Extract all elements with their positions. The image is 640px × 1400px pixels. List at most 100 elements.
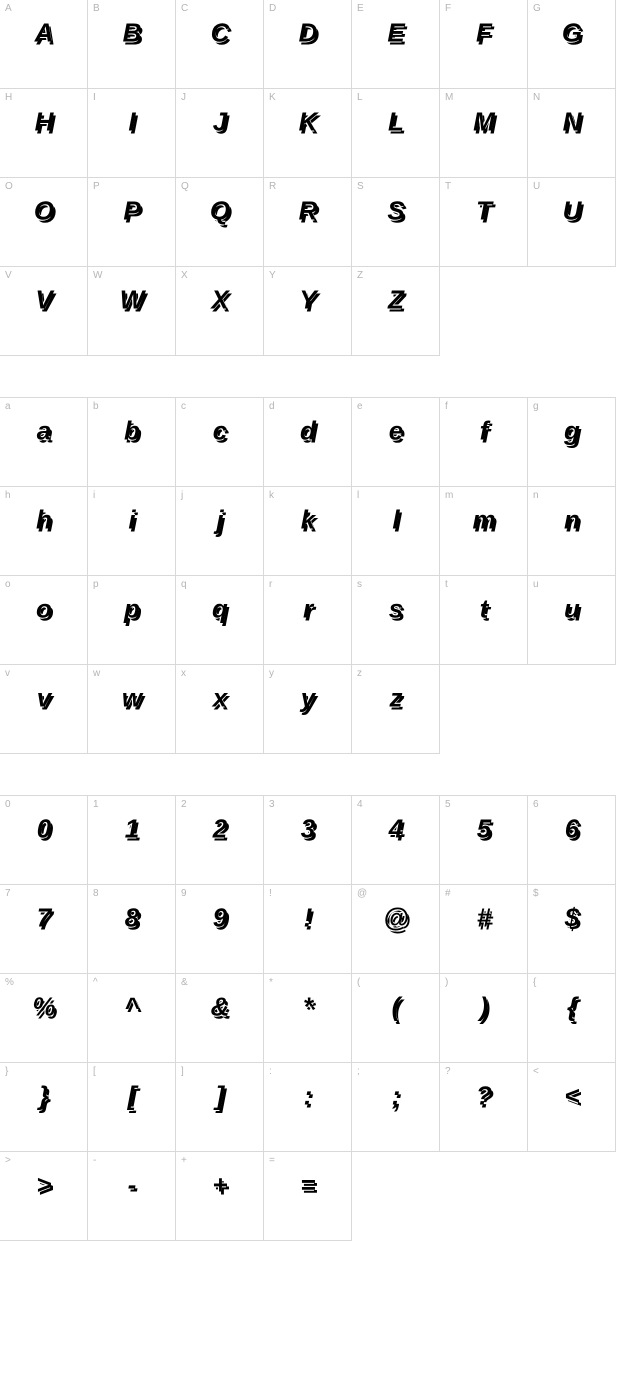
- cell-label: %: [5, 977, 14, 988]
- glyph-display: T: [476, 196, 491, 227]
- cell-label: U: [533, 181, 540, 192]
- glyph-display: l: [392, 505, 398, 536]
- glyph-cell: JJ: [175, 88, 264, 178]
- glyph-cell: XX: [175, 266, 264, 356]
- glyph-cell: II: [87, 88, 176, 178]
- glyph-cell: ??: [439, 1062, 528, 1152]
- glyph-cell: ##: [439, 884, 528, 974]
- glyph-cell: GG: [527, 0, 616, 89]
- glyph-cell: [[: [87, 1062, 176, 1152]
- cell-label: 6: [533, 799, 539, 810]
- glyph-display: A: [35, 18, 53, 49]
- cell-label: m: [445, 490, 453, 501]
- glyph-display: y: [301, 683, 314, 714]
- cell-label: G: [533, 3, 541, 14]
- glyph-cell: CC: [175, 0, 264, 89]
- glyph-cell: ++: [175, 1151, 264, 1241]
- glyph-cell: bb: [87, 397, 176, 487]
- cell-label: 4: [357, 799, 363, 810]
- glyph-display: j: [216, 505, 222, 536]
- glyph-display: 8: [125, 903, 138, 934]
- cell-label: =: [269, 1155, 275, 1166]
- glyph-cell: ((: [351, 973, 440, 1063]
- glyph-cell: %%: [0, 973, 88, 1063]
- glyph-display: H: [35, 107, 53, 138]
- glyph-cell: PP: [87, 177, 176, 267]
- cell-label: 3: [269, 799, 275, 810]
- glyph-cell: )): [439, 973, 528, 1063]
- cell-label: #: [445, 888, 451, 899]
- glyph-cell: vv: [0, 664, 88, 754]
- glyph-cell: 66: [527, 795, 616, 885]
- glyph-cell: NN: [527, 88, 616, 178]
- cell-label: e: [357, 401, 363, 412]
- glyph-cell: zz: [351, 664, 440, 754]
- glyph-display: m: [472, 505, 494, 536]
- glyph-cell: ff: [439, 397, 528, 487]
- glyph-cell: ww: [87, 664, 176, 754]
- glyph-display: ?: [476, 1081, 491, 1112]
- glyph-display: N: [563, 107, 581, 138]
- glyph-display: *: [303, 992, 312, 1023]
- glyph-display: W: [120, 285, 144, 316]
- glyph-cell: FF: [439, 0, 528, 89]
- cell-label: N: [533, 92, 540, 103]
- glyph-display: M: [473, 107, 494, 138]
- cell-label: Z: [357, 270, 363, 281]
- glyph-cell: YY: [263, 266, 352, 356]
- cell-label: S: [357, 181, 364, 192]
- cell-label: Q: [181, 181, 189, 192]
- glyph-cell: KK: [263, 88, 352, 178]
- glyph-display: $: [565, 903, 578, 934]
- glyph-display: b: [124, 416, 139, 447]
- glyph-display: }: [39, 1081, 48, 1112]
- glyph-cell: ^^: [87, 973, 176, 1063]
- glyph-display: F: [476, 18, 491, 49]
- glyph-cell: {{: [527, 973, 616, 1063]
- cell-label: i: [93, 490, 95, 501]
- glyph-cell: hh: [0, 486, 88, 576]
- cell-label: o: [5, 579, 11, 590]
- cell-label: }: [5, 1066, 8, 1077]
- glyph-display: !: [304, 903, 312, 934]
- glyph-cell: **: [263, 973, 352, 1063]
- glyph-display: &: [211, 992, 229, 1023]
- glyph-display: <: [564, 1081, 578, 1112]
- glyph-cell: 00: [0, 795, 88, 885]
- cell-label: v: [5, 668, 10, 679]
- glyph-display: J: [213, 107, 226, 138]
- glyph-cell: tt: [439, 575, 528, 665]
- cell-label: 5: [445, 799, 451, 810]
- glyph-display: Y: [299, 285, 315, 316]
- glyph-cell: xx: [175, 664, 264, 754]
- cell-label: ?: [445, 1066, 451, 1077]
- glyph-display: 2: [213, 814, 226, 845]
- cell-label: s: [357, 579, 362, 590]
- glyph-display: c: [213, 416, 226, 447]
- glyph-cell: rr: [263, 575, 352, 665]
- glyph-display: K: [299, 107, 317, 138]
- cell-label: j: [181, 490, 183, 501]
- glyph-display: :: [304, 1081, 312, 1112]
- glyph-display: w: [122, 683, 141, 714]
- glyph-cell: ::: [263, 1062, 352, 1152]
- glyph-cell: 44: [351, 795, 440, 885]
- cell-label: z: [357, 668, 362, 679]
- glyph-display: B: [123, 18, 141, 49]
- cell-label: <: [533, 1066, 539, 1077]
- glyph-display: f: [480, 416, 488, 447]
- glyph-cell: qq: [175, 575, 264, 665]
- glyph-display: q: [212, 594, 227, 625]
- glyph-display: V: [35, 285, 51, 316]
- cell-label: @: [357, 888, 367, 899]
- glyph-display: e: [389, 416, 402, 447]
- cell-label: J: [181, 92, 186, 103]
- cell-label: >: [5, 1155, 11, 1166]
- cell-label: A: [5, 3, 12, 14]
- glyph-cell: 55: [439, 795, 528, 885]
- glyph-cell: QQ: [175, 177, 264, 267]
- section-lowercase: aabbccddeeffgghhiijjkkllmmnnooppqqrrsstt…: [0, 398, 616, 754]
- glyph-cell: yy: [263, 664, 352, 754]
- glyph-display: P: [123, 196, 139, 227]
- cell-label: n: [533, 490, 539, 501]
